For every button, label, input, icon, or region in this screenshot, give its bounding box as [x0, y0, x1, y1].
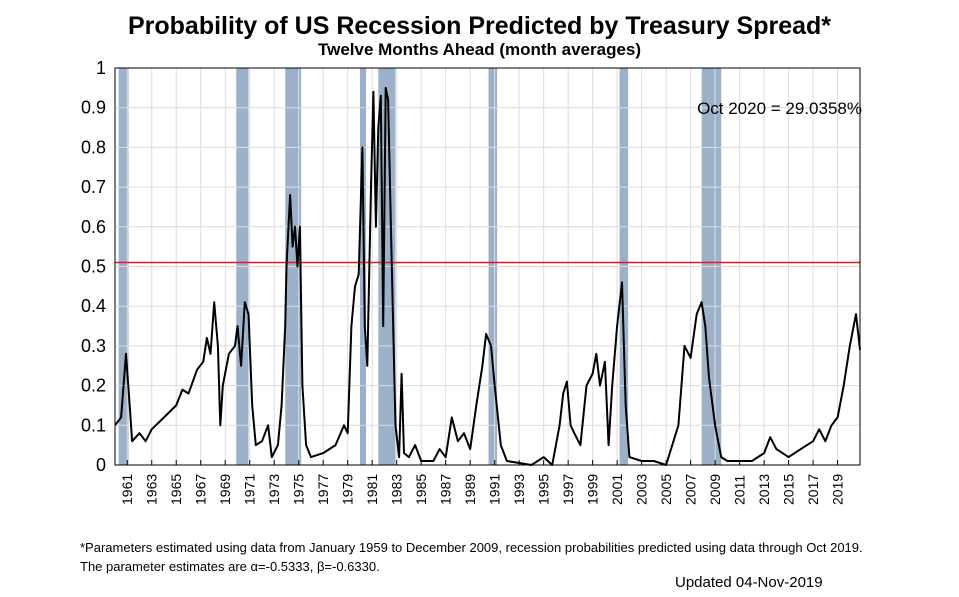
probability-line [114, 86, 861, 466]
x-tick-label: 1997 [560, 474, 576, 505]
annotation: Oct 2020 = 29.0358% [697, 99, 862, 118]
x-tick-label: 1965 [168, 474, 184, 505]
chart-subtitle: Twelve Months Ahead (month averages) [317, 40, 642, 59]
y-tick-label: 0 [96, 455, 106, 475]
footnote-line-2: The parameter estimates are α=-0.5333, β… [80, 559, 380, 574]
y-tick-label: 0.3 [81, 336, 106, 356]
chart-title: Probability of US Recession Predicted by… [127, 12, 831, 40]
x-tick-label: 1971 [242, 474, 258, 505]
y-tick-label: 0.1 [81, 415, 106, 435]
x-tick-label: 1975 [291, 474, 307, 505]
y-tick-label: 0.2 [81, 376, 106, 396]
x-tick-label: 1987 [438, 474, 454, 505]
x-tick-label: 2003 [634, 474, 650, 505]
y-tick-label: 0.4 [81, 296, 106, 316]
x-tick-label: 2017 [805, 474, 821, 505]
x-tick-label: 1983 [389, 474, 405, 505]
x-tick-label: 1993 [511, 474, 527, 505]
x-tick-label: 1969 [217, 474, 233, 505]
x-tick-label: 1985 [413, 474, 429, 505]
x-tick-label: 2001 [609, 474, 625, 505]
x-tick-label: 1981 [364, 474, 380, 505]
x-tick-label: 1963 [144, 474, 160, 505]
x-tick-label: 1961 [119, 474, 135, 505]
x-tick-label: 2005 [658, 474, 674, 505]
x-tick-label: 2009 [707, 474, 723, 505]
y-tick-label: 0.6 [81, 217, 106, 237]
y-tick-label: 0.7 [81, 177, 106, 197]
x-tick-label: 1967 [193, 474, 209, 505]
x-tick-label: 1973 [266, 474, 282, 505]
footnote-line-1: *Parameters estimated using data from Ja… [80, 540, 863, 555]
y-tick-label: 0.9 [81, 98, 106, 118]
x-tick-label: 1995 [536, 474, 552, 505]
x-tick-label: 2011 [732, 475, 748, 505]
plot-frame [114, 67, 861, 466]
x-tick-label: 1989 [462, 474, 478, 505]
x-tick-label: 2019 [830, 474, 846, 505]
y-tick-label: 0.5 [81, 257, 106, 277]
y-tick-label: 0.8 [81, 137, 106, 157]
y-tick-label: 1 [96, 58, 106, 78]
x-tick-label: 2007 [683, 474, 699, 505]
x-tick-label: 2015 [781, 474, 797, 505]
x-tick-label: 1977 [315, 474, 331, 505]
x-tick-label: 1999 [585, 474, 601, 505]
x-tick-label: 1991 [487, 474, 503, 505]
updated-date: Updated 04-Nov-2019 [675, 574, 823, 591]
x-tick-label: 2013 [756, 474, 772, 505]
x-tick-label: 1979 [340, 474, 356, 505]
